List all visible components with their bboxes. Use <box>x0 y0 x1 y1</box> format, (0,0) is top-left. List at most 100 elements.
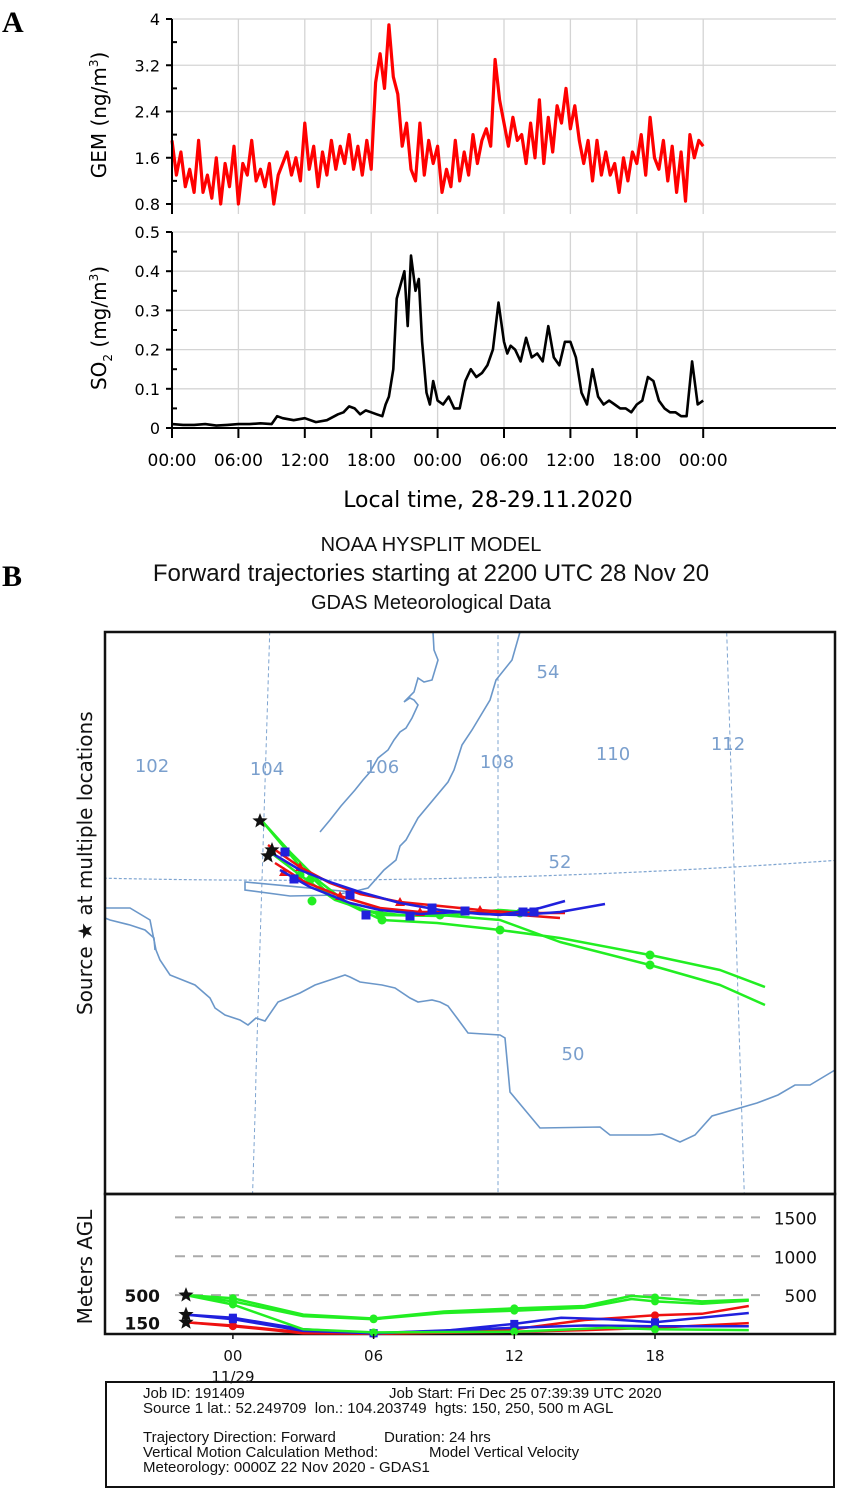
meridian-line <box>726 632 745 1194</box>
agl-marker <box>510 1327 519 1336</box>
agl-right-label: 1000 <box>774 1248 817 1268</box>
agl-marker <box>228 1322 237 1331</box>
info-duration: Duration: 24 hrs <box>384 1429 491 1446</box>
gem-series-line <box>170 23 705 206</box>
latitude-label: 52 <box>549 852 572 873</box>
trajectory-marker-square <box>345 890 355 900</box>
longitude-label: 108 <box>480 752 514 773</box>
source-star-icon <box>178 1287 194 1302</box>
so2-y-tick-label: 0.3 <box>135 301 160 320</box>
so2-y-tick-label: 0 <box>150 419 160 438</box>
trajectory-marker-circle <box>645 950 655 960</box>
x-tick-label: 06:00 <box>480 451 529 471</box>
map-y-label: Source ★ at multiple locations <box>73 711 97 1015</box>
coastline <box>105 907 835 1143</box>
map-coastlines <box>105 632 835 1143</box>
hysplit-title: NOAA HYSPLIT MODEL <box>320 534 542 556</box>
trajectory-marker-square <box>529 907 539 917</box>
agl-trajectory-line <box>185 1293 749 1334</box>
agl-time-label: 12 <box>505 1347 524 1365</box>
trajectory-marker-square <box>405 911 415 921</box>
so2-y-tick-label: 0.4 <box>135 262 160 281</box>
info-job-id: Job ID: 191409 <box>143 1385 245 1402</box>
so2-series-line <box>171 254 704 427</box>
so2-y-tick-label: 0.5 <box>135 223 160 242</box>
trajectory-marker-square <box>361 910 371 920</box>
hysplit-info-box: Job ID: 191409 Job Start: Fri Dec 25 07:… <box>105 1381 835 1488</box>
longitude-label: 110 <box>596 744 630 765</box>
x-axis-title: Local time, 28-29.11.2020 <box>343 488 633 513</box>
panel-label-a: A <box>2 6 24 39</box>
agl-time-label: 18 <box>645 1347 664 1365</box>
longitude-label: 112 <box>711 734 745 755</box>
trajectory-marker-circle <box>645 960 655 970</box>
x-tick-label: 12:00 <box>546 451 595 471</box>
gem-y-tick-label: 1.6 <box>135 149 160 168</box>
hysplit-subtitle-2: GDAS Meteorological Data <box>310 592 552 614</box>
agl-right-label: 1500 <box>774 1209 817 1229</box>
longitude-label: 102 <box>135 756 169 777</box>
source-star-icon <box>252 813 268 828</box>
gem-y-tick-label: 4 <box>150 10 160 29</box>
x-tick-label: 18:00 <box>612 451 661 471</box>
agl-marker <box>651 1311 659 1320</box>
x-axis: 00:00 06:00 12:00 18:00 00:00 06:00 12:00 18:00… <box>148 427 836 471</box>
longitude-label: 104 <box>250 759 284 780</box>
info-source: Source 1 lat.: 52.249709 lon.: 104.20374… <box>143 1400 614 1417</box>
x-tick-label: 00:00 <box>148 451 197 471</box>
trajectory-marker-square <box>460 906 470 916</box>
source-star-icon <box>260 848 276 863</box>
agl-marker <box>651 1297 659 1306</box>
parallel-line <box>0 1145 862 1279</box>
trajectory-marker-square <box>427 903 437 913</box>
info-job-start: Job Start: Fri Dec 25 07:39:39 UTC 2020 <box>389 1385 662 1402</box>
source-star-icon <box>264 842 280 857</box>
agl-trajectory-line <box>185 1313 749 1335</box>
agl-marker <box>651 1325 659 1334</box>
agl-marker <box>228 1300 237 1309</box>
map-trajectories <box>252 813 766 1007</box>
info-trajectory-direction: Trajectory Direction: Forward <box>143 1429 336 1446</box>
trajectory-line <box>269 850 606 917</box>
so2-y-tick-label: 0.1 <box>135 380 160 399</box>
so2-y-axis-label: SO2 (mg/m3) <box>87 266 115 390</box>
info-vertical-motion: Vertical Motion Calculation Method: <box>143 1444 379 1461</box>
agl-marker <box>369 1328 378 1337</box>
parallel-line <box>105 859 835 881</box>
trajectory-marker-square <box>289 874 299 884</box>
agl-left-label: 150 <box>125 1314 161 1334</box>
latitude-label: 54 <box>537 662 560 683</box>
chart-panel-a: 0.8 1.6 2.4 3.2 4 0 0.1 0.2 0.3 0.4 0.5 00:00 06:0… <box>87 10 836 513</box>
gem-y-tick-label: 0.8 <box>135 195 160 214</box>
agl-trajectories <box>178 1287 750 1338</box>
so2-grid <box>172 231 836 429</box>
gem-y-tick-label: 3.2 <box>135 56 160 75</box>
hysplit-subtitle: Forward trajectories starting at 2200 UT… <box>152 560 710 587</box>
so2-y-tick-label: 0.2 <box>135 341 160 360</box>
x-tick-label: 06:00 <box>214 451 263 471</box>
agl-marker <box>369 1315 378 1324</box>
gem-y-axis: 0.8 1.6 2.4 3.2 4 <box>135 10 177 214</box>
source-star-icon <box>178 1306 194 1321</box>
gem-y-axis-label: GEM (ng/m3) <box>87 52 111 179</box>
x-tick-label: 00:00 <box>413 451 462 471</box>
so2-y-axis: 0 0.1 0.2 0.3 0.4 0.5 <box>135 223 177 438</box>
agl-right-label: 500 <box>785 1287 817 1307</box>
agl-marker <box>510 1306 519 1315</box>
longitude-label: 106 <box>365 757 399 778</box>
panel-label-b: B <box>2 560 23 593</box>
agl-time-label: 06 <box>364 1347 383 1365</box>
agl-trajectory-line <box>185 1311 749 1335</box>
info-vertical-motion-value: Model Vertical Velocity <box>429 1444 580 1461</box>
agl-grid: 1500 1000 500 500 150 <box>125 1209 818 1334</box>
x-tick-label: 18:00 <box>347 451 396 471</box>
info-meteorology: Meteorology: 0000Z 22 Nov 2020 - GDAS1 <box>143 1459 430 1476</box>
trajectory-marker-square <box>518 907 528 917</box>
agl-marker-square <box>228 1315 237 1324</box>
x-tick-label: 12:00 <box>280 451 329 471</box>
meridian-line <box>0 620 63 1480</box>
source-star-icon <box>178 1314 194 1329</box>
x-tick-label: 00:00 <box>679 451 728 471</box>
agl-y-label: Meters AGL <box>73 1209 97 1325</box>
